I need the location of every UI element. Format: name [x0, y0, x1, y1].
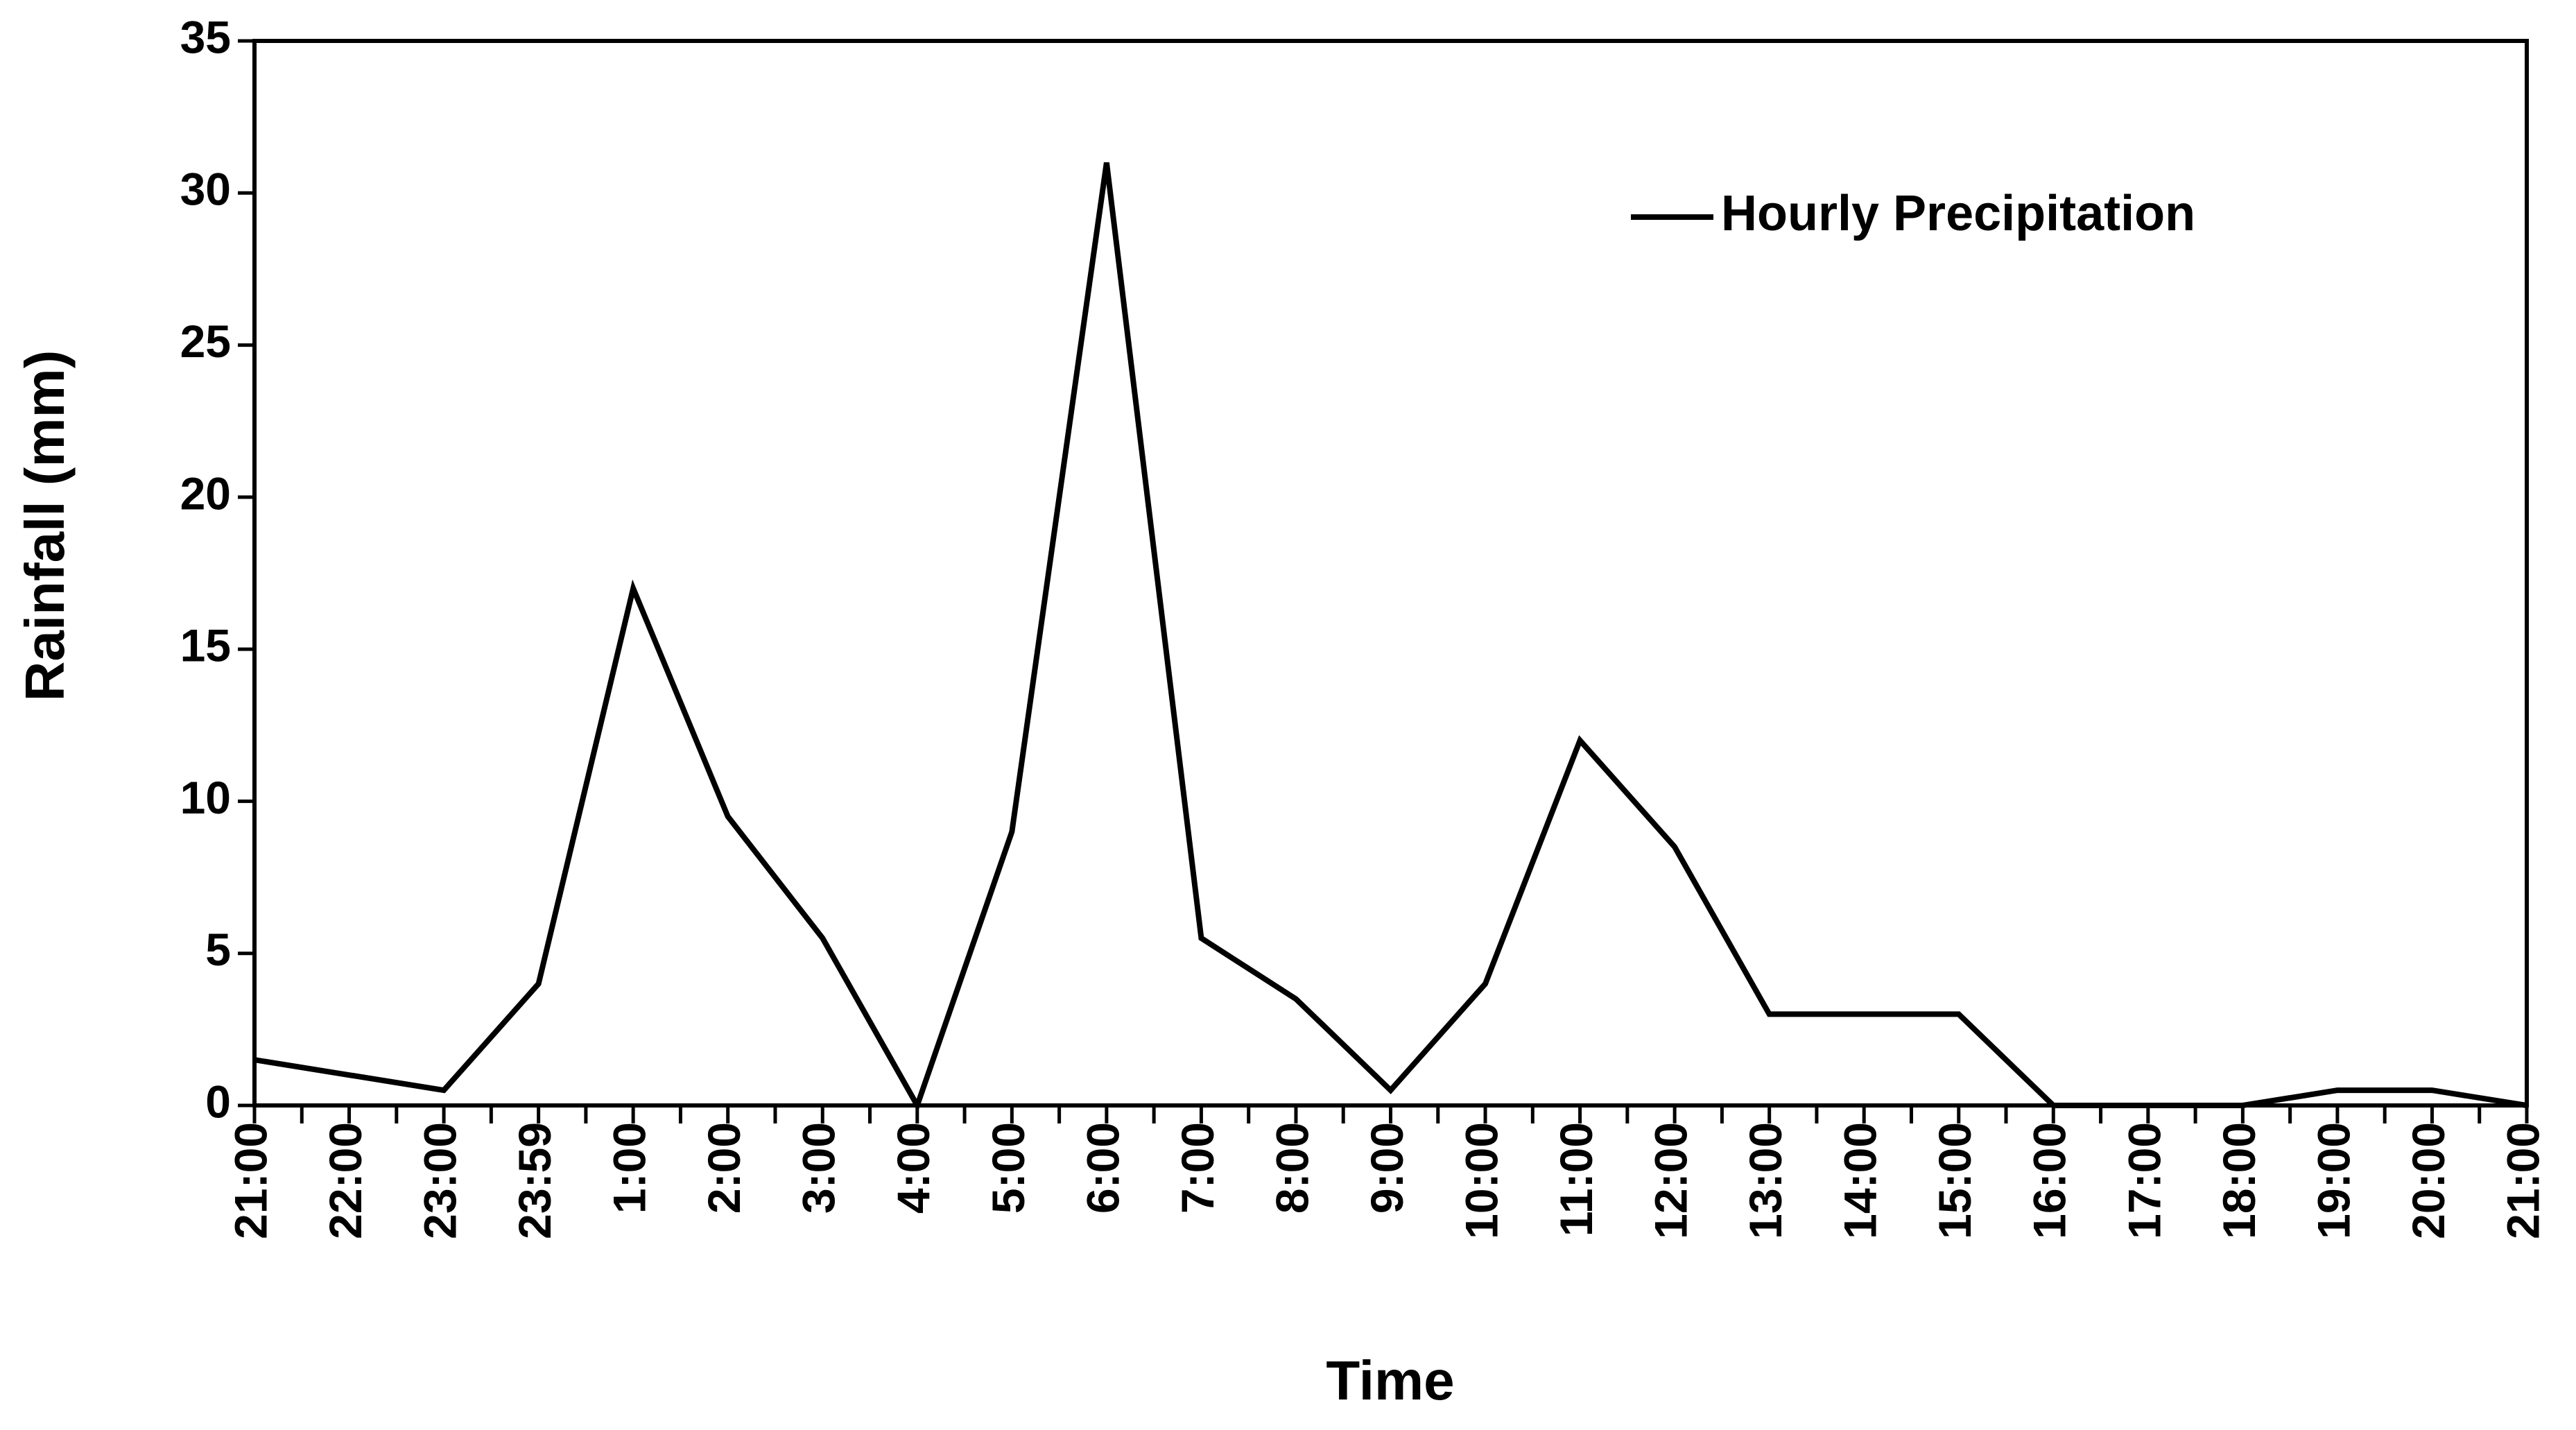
x-tick-label: 20:00	[2403, 1122, 2454, 1239]
x-tick-label: 21:00	[225, 1122, 276, 1239]
legend-label: Hourly Precipitation	[1721, 186, 2195, 241]
x-tick-label: 5:00	[983, 1122, 1034, 1214]
x-tick-label: 7:00	[1172, 1122, 1223, 1214]
y-tick-label: 5	[205, 924, 231, 975]
x-tick-label: 12:00	[1645, 1122, 1697, 1239]
data-line	[254, 162, 2527, 1112]
x-tick-label: 13:00	[1740, 1122, 1791, 1239]
x-tick-label: 21:00	[2497, 1122, 2548, 1239]
x-tick-label: 10:00	[1455, 1122, 1507, 1239]
x-tick-label: 6:00	[1077, 1122, 1128, 1214]
x-tick-label: 22:00	[320, 1122, 371, 1239]
y-tick-label: 10	[180, 772, 231, 823]
x-tick-label: 15:00	[1929, 1122, 1980, 1239]
x-tick-label: 23:00	[415, 1122, 466, 1239]
x-axis-title: Time	[1326, 1350, 1454, 1411]
y-tick-label: 30	[180, 164, 231, 215]
x-tick-label: 18:00	[2213, 1122, 2265, 1239]
x-tick-label: 9:00	[1361, 1122, 1412, 1214]
y-tick-label: 15	[180, 620, 231, 671]
x-tick-label: 14:00	[1835, 1122, 1886, 1239]
y-tick-label: 35	[180, 11, 231, 62]
x-tick-label: 3:00	[793, 1122, 845, 1214]
x-tick-label: 8:00	[1266, 1122, 1317, 1214]
y-tick-label: 0	[205, 1076, 231, 1127]
x-tick-label: 19:00	[2308, 1122, 2359, 1239]
x-tick-label: 16:00	[2024, 1122, 2075, 1239]
y-tick-label: 20	[180, 467, 231, 519]
y-axis-title: Rainfall (mm)	[14, 350, 76, 702]
x-tick-label: 4:00	[888, 1122, 939, 1214]
y-tick-label: 25	[180, 316, 231, 367]
x-tick-label: 11:00	[1550, 1122, 1602, 1237]
x-tick-label: 1:00	[604, 1122, 655, 1214]
x-tick-label: 17:00	[2118, 1122, 2170, 1239]
x-tick-label: 23:59	[509, 1122, 560, 1239]
x-tick-label: 2:00	[698, 1122, 750, 1214]
